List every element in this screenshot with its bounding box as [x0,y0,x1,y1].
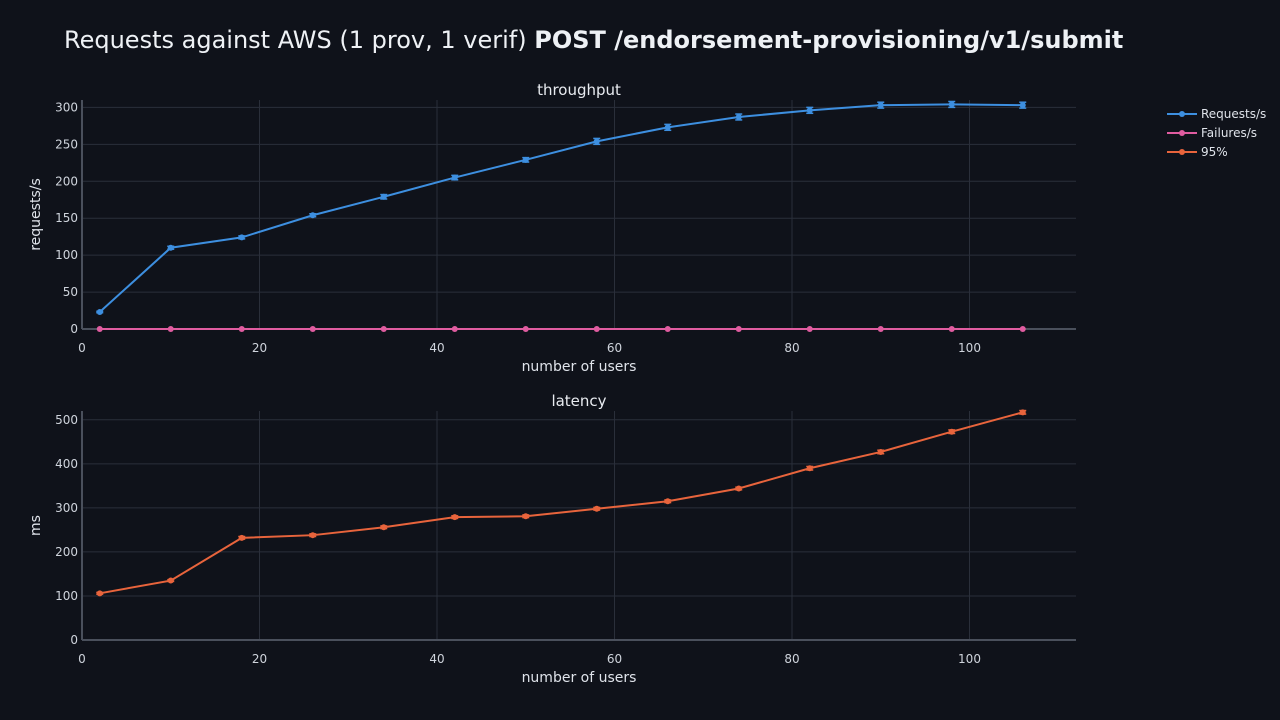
data-point [238,534,245,541]
data-point [806,326,813,332]
data-point [1019,409,1026,416]
data-point [877,448,884,455]
y-tick-label: 0 [70,322,78,336]
x-tick-label: 80 [784,652,799,666]
data-point [380,193,387,200]
y-tick-label: 200 [55,545,78,559]
data-point [167,577,174,584]
data-point [522,326,529,332]
legend-item: Failures/s [1167,126,1257,140]
y-tick-label: 400 [55,457,78,471]
data-point [309,326,316,332]
data-point [664,326,671,332]
data-point [451,514,458,521]
subplot-title: throughput [537,81,621,99]
data-point [380,326,387,332]
subplot-throughput: 0 20 40 60 80 100 0 50 100 150 200 250 300 throughput… [28,81,1076,375]
legend-swatch-marker [1179,130,1185,136]
x-axis-title: number of users [522,359,637,375]
y-tick-label: 0 [70,633,78,647]
legend-item: Requests/s [1167,107,1266,121]
data-point [96,590,103,597]
x-tick-label: 40 [429,341,444,355]
data-point [167,244,174,251]
data-point [948,326,955,332]
data-point [806,465,813,472]
data-point [806,107,813,114]
y-tick-label: 300 [55,100,78,114]
legend-swatch-marker [1179,149,1185,155]
x-tick-label: 20 [252,341,267,355]
data-point [96,309,103,316]
legend-item: 95% [1167,145,1228,159]
series-line [99,103,1023,313]
data-point [522,156,529,163]
data-point [309,212,316,219]
y-tick-label: 100 [55,589,78,603]
x-tick-label: 0 [78,341,86,355]
y-tick-label: 250 [55,137,78,151]
data-point [522,513,529,520]
legend-label: Failures/s [1201,126,1257,140]
data-point [167,326,174,332]
legend-swatch-marker [1179,111,1185,117]
data-point [309,532,316,539]
data-point [735,326,742,332]
data-point [593,138,600,145]
series-Failures/s [96,326,1026,332]
legend-label: 95% [1201,145,1228,159]
data-point [593,326,600,332]
data-point [735,485,742,492]
data-point [1019,326,1026,332]
x-tick-label: 80 [784,341,799,355]
data-point [451,326,458,332]
series-Requests/s [96,100,1027,316]
y-axis-title: ms [28,515,44,536]
data-point [877,326,884,332]
chart-title-prefix: Requests against AWS (1 prov, 1 verif) [64,26,527,54]
x-tick-label: 60 [607,652,622,666]
y-tick-label: 50 [63,285,78,299]
y-tick-label: 200 [55,174,78,188]
data-point [948,101,955,108]
series-line [99,411,1024,595]
y-tick-label: 100 [55,248,78,262]
chart-title: Requests against AWS (1 prov, 1 verif) P… [64,26,1123,54]
data-point [664,124,671,131]
data-point [380,524,387,531]
data-point [451,174,458,181]
subplot-title: latency [551,392,606,410]
series-95% [96,409,1027,597]
y-axis-title: requests/s [28,178,44,251]
x-tick-label: 20 [252,652,267,666]
data-point [877,102,884,109]
x-tick-label: 40 [429,652,444,666]
data-point [238,234,245,241]
y-tick-label: 500 [55,413,78,427]
y-tick-label: 300 [55,501,78,515]
x-tick-label: 0 [78,652,86,666]
legend: Requests/s Failures/s 95% [1167,107,1266,159]
subplot-latency: 0 20 40 60 80 100 0 100 200 300 400 500 latency numbe… [28,392,1076,686]
data-point [948,428,955,435]
y-tick-label: 150 [55,211,78,225]
chart-title-endpoint: POST /endorsement-provisioning/v1/submit [534,26,1124,54]
x-tick-label: 100 [958,341,981,355]
legend-label: Requests/s [1201,107,1266,121]
x-tick-label: 100 [958,652,981,666]
x-axis-title: number of users [522,670,637,686]
data-point [593,505,600,512]
data-point [1019,102,1026,109]
data-point [664,498,671,505]
data-point [96,326,103,332]
x-tick-label: 60 [607,341,622,355]
data-point [735,113,742,120]
data-point [238,326,245,332]
